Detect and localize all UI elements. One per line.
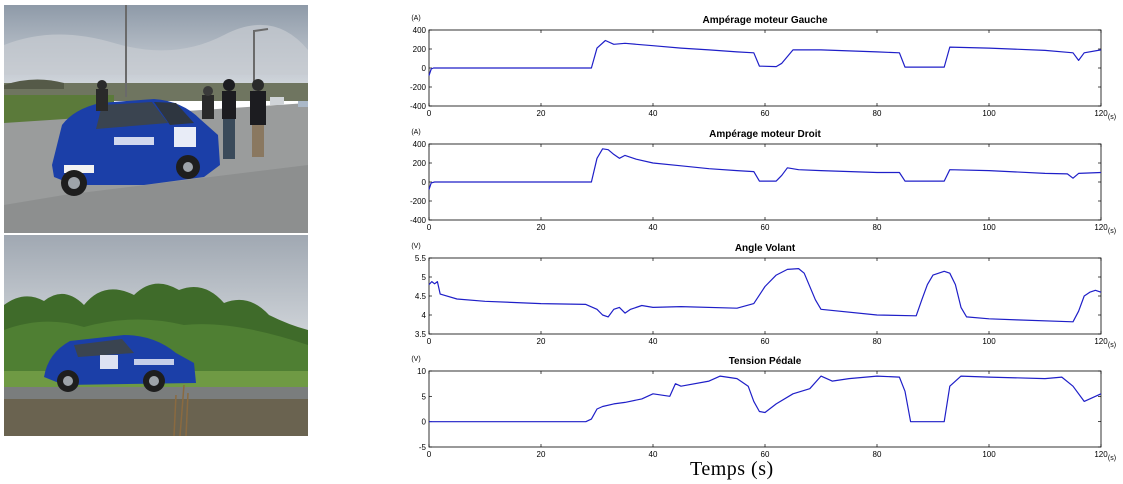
shared-x-axis-label: Temps (s) — [690, 458, 774, 480]
panel-1-x-tick-label: 60 — [761, 109, 770, 118]
panel-3-x-tick-label: 0 — [427, 337, 432, 346]
panel-3-y-tick-label: 5.5 — [415, 254, 427, 263]
panel-4-y-tick-label: 5 — [422, 392, 427, 401]
panel-3-x-unit-label: (s) — [1108, 342, 1116, 349]
panel-4-series-line-1 — [429, 375, 1102, 423]
panel-1-x-tick-label: 100 — [982, 109, 996, 118]
panel-2-x-tick-label: 40 — [649, 223, 658, 232]
panel-2-x-tick-label: 0 — [427, 223, 432, 232]
rally-car-on-tarmac-photo — [4, 5, 308, 233]
panel-4-plot-frame — [428, 370, 1102, 448]
panel-3-x-tick-label: 60 — [761, 337, 770, 346]
panel-3-x-tick-label: 20 — [537, 337, 546, 346]
panel-2-chart-title: Ampérage moteur Droit — [709, 129, 821, 140]
panel-4-x-tick-label: 100 — [982, 450, 996, 459]
panel-2-x-tick-label: 100 — [982, 223, 996, 232]
panel-2-x-tick-label: 20 — [537, 223, 546, 232]
panel-4-y-tick-label: 10 — [417, 367, 426, 376]
panel-3-series-line-1 — [428, 268, 1102, 323]
panel-1-y-unit-label: (A) — [411, 15, 420, 22]
panel-3-y-tick-label: 4.5 — [415, 292, 427, 301]
panel-3-y-tick-label: 3.5 — [415, 330, 427, 339]
panel-1-y-tick-label: -200 — [410, 83, 427, 92]
panel-2-y-tick-label: -400 — [410, 216, 427, 225]
panel-1-x-unit-label: (s) — [1108, 114, 1116, 121]
panel-3-chart-title: Angle Volant — [735, 243, 796, 254]
panel-1-x-tick-label: 120 — [1094, 109, 1108, 118]
panel-3-x-tick-label: 120 — [1094, 337, 1108, 346]
panel-1-x-tick-label: 20 — [537, 109, 546, 118]
panel-4-x-tick-label: 120 — [1094, 450, 1108, 459]
panel-1-x-tick-label: 0 — [427, 109, 432, 118]
panel-4-x-tick-label: 60 — [761, 450, 770, 459]
panel-1-chart-title: Ampérage moteur Gauche — [702, 15, 827, 26]
panel-2-y-tick-label: 200 — [413, 159, 427, 168]
panel-1-y-tick-label: 400 — [413, 26, 427, 35]
panel-3-x-tick-label: 100 — [982, 337, 996, 346]
panel-3-y-unit-label: (V) — [411, 243, 420, 250]
panel-4-chart-title: Tension Pédale — [729, 356, 802, 367]
panel-2-y-tick-label: 0 — [422, 178, 427, 187]
panel-2-series-line-1 — [428, 148, 1102, 190]
panel-3-x-tick-label: 80 — [873, 337, 882, 346]
panel-2-x-tick-label: 60 — [761, 223, 770, 232]
panel-1-y-tick-label: 200 — [413, 45, 427, 54]
panel-3-y-tick-label: 4 — [422, 311, 427, 320]
panel-2-y-tick-label: -200 — [410, 197, 427, 206]
panel-4-x-unit-label: (s) — [1108, 455, 1116, 462]
panel-4-x-tick-label: 0 — [427, 450, 432, 459]
panel-4-y-unit-label: (V) — [411, 356, 420, 363]
panel-3-plot-frame — [428, 257, 1102, 335]
panel-1-y-tick-label: -400 — [410, 102, 427, 111]
panel-1-y-tick-label: 0 — [422, 64, 427, 73]
panel-4-x-tick-label: 40 — [649, 450, 658, 459]
panel-2-x-unit-label: (s) — [1108, 228, 1116, 235]
panel-1-x-tick-label: 80 — [873, 109, 882, 118]
rally-car-in-field-photo — [4, 235, 308, 436]
panel-3-x-tick-label: 40 — [649, 337, 658, 346]
panel-4-x-tick-label: 80 — [873, 450, 882, 459]
panel-3-y-tick-label: 5 — [422, 273, 427, 282]
panel-4-y-tick-label: -5 — [419, 443, 427, 452]
panel-4-y-tick-label: 0 — [422, 418, 427, 427]
panel-2-y-tick-label: 400 — [413, 140, 427, 149]
panel-2-x-tick-label: 120 — [1094, 223, 1108, 232]
panel-2-x-tick-label: 80 — [873, 223, 882, 232]
panel-1-series-line-1 — [428, 39, 1102, 76]
panel-4-x-tick-label: 20 — [537, 450, 546, 459]
panel-1-x-tick-label: 40 — [649, 109, 658, 118]
panel-2-y-unit-label: (A) — [411, 129, 420, 136]
